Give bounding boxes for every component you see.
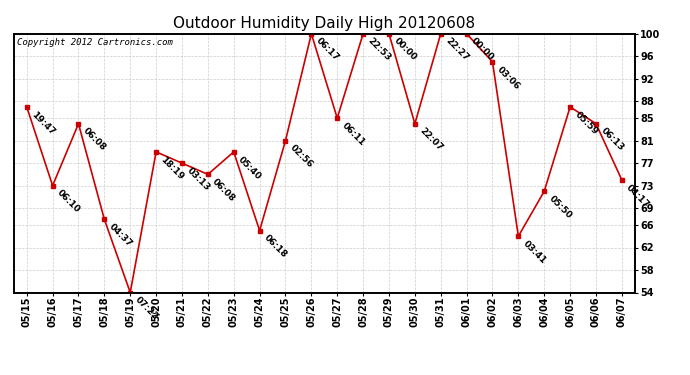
Text: 06:08: 06:08: [81, 126, 108, 153]
Text: 00:00: 00:00: [469, 36, 495, 63]
Text: 18:19: 18:19: [159, 154, 186, 182]
Text: 06:18: 06:18: [262, 233, 289, 260]
Text: 03:13: 03:13: [185, 166, 211, 192]
Text: 06:13: 06:13: [599, 126, 625, 153]
Text: 19:47: 19:47: [30, 110, 57, 136]
Text: 06:11: 06:11: [340, 121, 366, 147]
Text: 05:59: 05:59: [573, 110, 600, 136]
Text: Copyright 2012 Cartronics.com: Copyright 2012 Cartronics.com: [17, 38, 172, 46]
Text: 22:53: 22:53: [366, 36, 393, 63]
Text: 02:56: 02:56: [288, 143, 315, 170]
Text: 06:08: 06:08: [210, 177, 237, 204]
Text: 05:40: 05:40: [237, 154, 263, 181]
Text: 07:22: 07:22: [133, 295, 159, 322]
Text: 22:07: 22:07: [417, 126, 444, 153]
Text: 06:10: 06:10: [55, 188, 82, 215]
Text: 04:37: 04:37: [107, 222, 134, 249]
Title: Outdoor Humidity Daily High 20120608: Outdoor Humidity Daily High 20120608: [173, 16, 475, 31]
Text: 00:00: 00:00: [392, 36, 418, 63]
Text: 04:17: 04:17: [624, 183, 651, 210]
Text: 06:17: 06:17: [314, 36, 341, 63]
Text: 05:50: 05:50: [547, 194, 573, 220]
Text: 22:27: 22:27: [444, 36, 470, 63]
Text: 03:41: 03:41: [521, 239, 548, 266]
Text: 03:06: 03:06: [495, 64, 522, 91]
